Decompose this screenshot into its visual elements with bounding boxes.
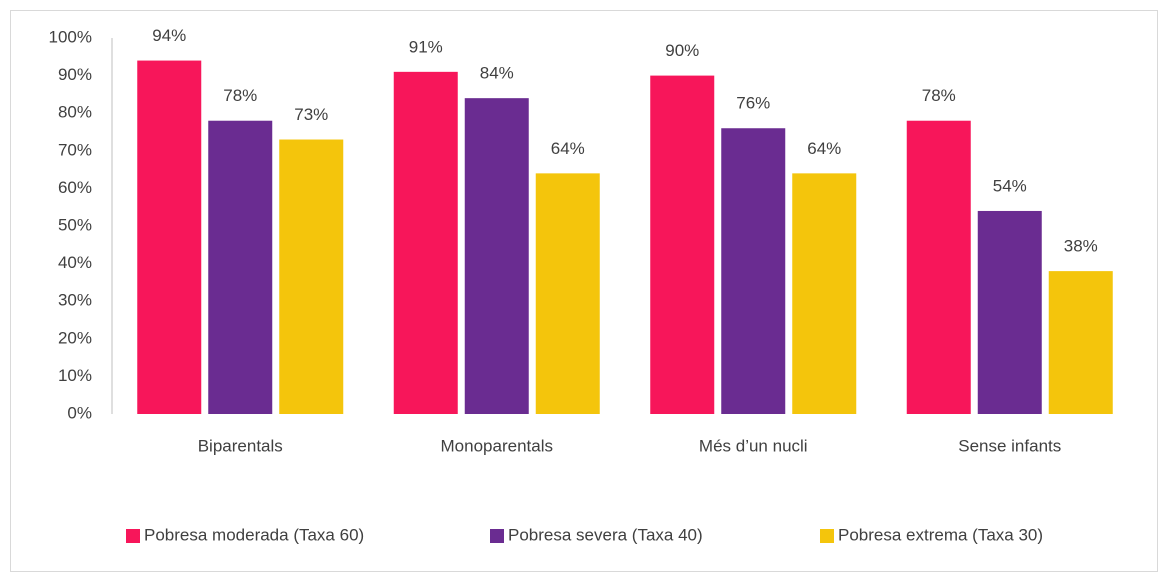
y-tick-label: 80% [58,103,92,122]
y-tick-label: 70% [58,140,92,159]
y-tick-label: 60% [58,178,92,197]
legend-label: Pobresa moderada (Taxa 60) [144,525,364,544]
bar [393,71,458,414]
y-tick-label: 10% [58,366,92,385]
data-label: 73% [294,105,328,124]
bar [1048,271,1113,414]
data-label: 91% [409,37,443,56]
data-label: 64% [551,139,585,158]
legend-swatch [490,529,504,543]
bar [279,139,344,414]
bar [137,60,202,415]
data-label: 54% [993,176,1027,195]
y-tick-label: 20% [58,328,92,347]
legend-label: Pobresa extrema (Taxa 30) [838,525,1043,544]
data-label: 64% [807,139,841,158]
bar [650,75,715,414]
x-tick-label: Més d’un nucli [699,436,808,455]
bar [535,173,600,414]
legend-swatch [820,529,834,543]
data-label: 78% [223,86,257,105]
data-label: 76% [736,94,770,113]
bar [721,128,786,415]
legend-label: Pobresa severa (Taxa 40) [508,525,703,544]
legend-swatch [126,529,140,543]
x-tick-label: Biparentals [198,436,283,455]
bar [464,98,529,414]
y-tick-label: 50% [58,215,92,234]
bar [977,210,1042,414]
x-tick-label: Sense infants [958,436,1061,455]
x-tick-label: Monoparentals [441,436,553,455]
data-label: 84% [480,64,514,83]
y-tick-label: 30% [58,291,92,310]
data-label: 38% [1064,237,1098,256]
data-label: 90% [665,41,699,60]
data-label: 94% [152,26,186,45]
y-tick-label: 0% [67,403,92,422]
bar [906,120,971,414]
bar [792,173,857,414]
y-tick-label: 90% [58,65,92,84]
y-tick-label: 100% [49,27,92,46]
y-tick-label: 40% [58,253,92,272]
bar [208,120,273,414]
data-label: 78% [922,86,956,105]
